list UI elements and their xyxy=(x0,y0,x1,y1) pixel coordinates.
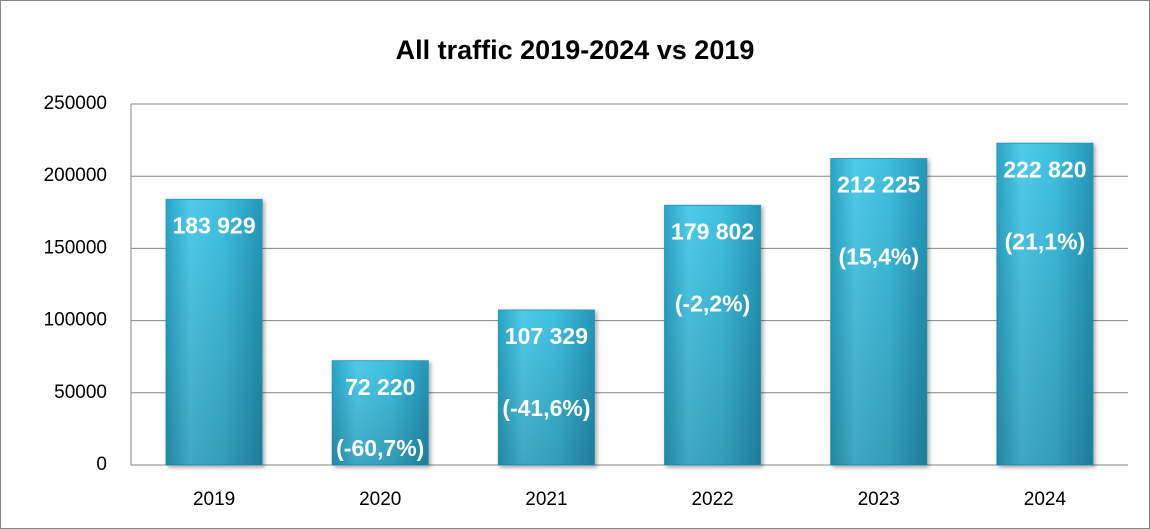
x-tick-label: 2019 xyxy=(193,489,235,510)
y-tick-label: 100000 xyxy=(44,310,107,331)
x-tick-label: 2023 xyxy=(858,489,900,510)
bar-shade xyxy=(498,310,595,465)
change-label: (-60,7%) xyxy=(336,435,424,461)
value-label: 179 802 xyxy=(671,218,754,244)
value-label: 107 329 xyxy=(505,323,588,349)
bar-shade xyxy=(664,205,761,465)
bar-shade xyxy=(830,158,927,465)
y-tick-label: 250000 xyxy=(44,93,107,114)
value-label: 212 225 xyxy=(837,172,920,198)
chart-title: All traffic 2019-2024 vs 2019 xyxy=(396,35,755,65)
value-label: 72 220 xyxy=(345,374,415,400)
value-label: 183 929 xyxy=(173,212,256,238)
y-tick-label: 0 xyxy=(96,454,107,475)
x-tick-label: 2020 xyxy=(359,489,401,510)
change-label: (21,1%) xyxy=(1005,228,1086,254)
bar-shade xyxy=(332,360,429,465)
value-label: 222 820 xyxy=(1003,156,1086,182)
change-label: (15,4%) xyxy=(838,244,919,270)
x-tick-label: 2021 xyxy=(525,489,567,510)
change-label: (-2,2%) xyxy=(675,290,750,316)
bar-shade xyxy=(166,199,263,465)
change-label: (-41,6%) xyxy=(502,395,590,421)
y-tick-label: 200000 xyxy=(44,165,107,186)
y-tick-label: 50000 xyxy=(54,382,107,403)
x-tick-label: 2024 xyxy=(1024,489,1067,510)
bar-shade xyxy=(996,143,1093,465)
x-tick-label: 2022 xyxy=(691,489,733,510)
y-tick-label: 150000 xyxy=(44,237,107,258)
